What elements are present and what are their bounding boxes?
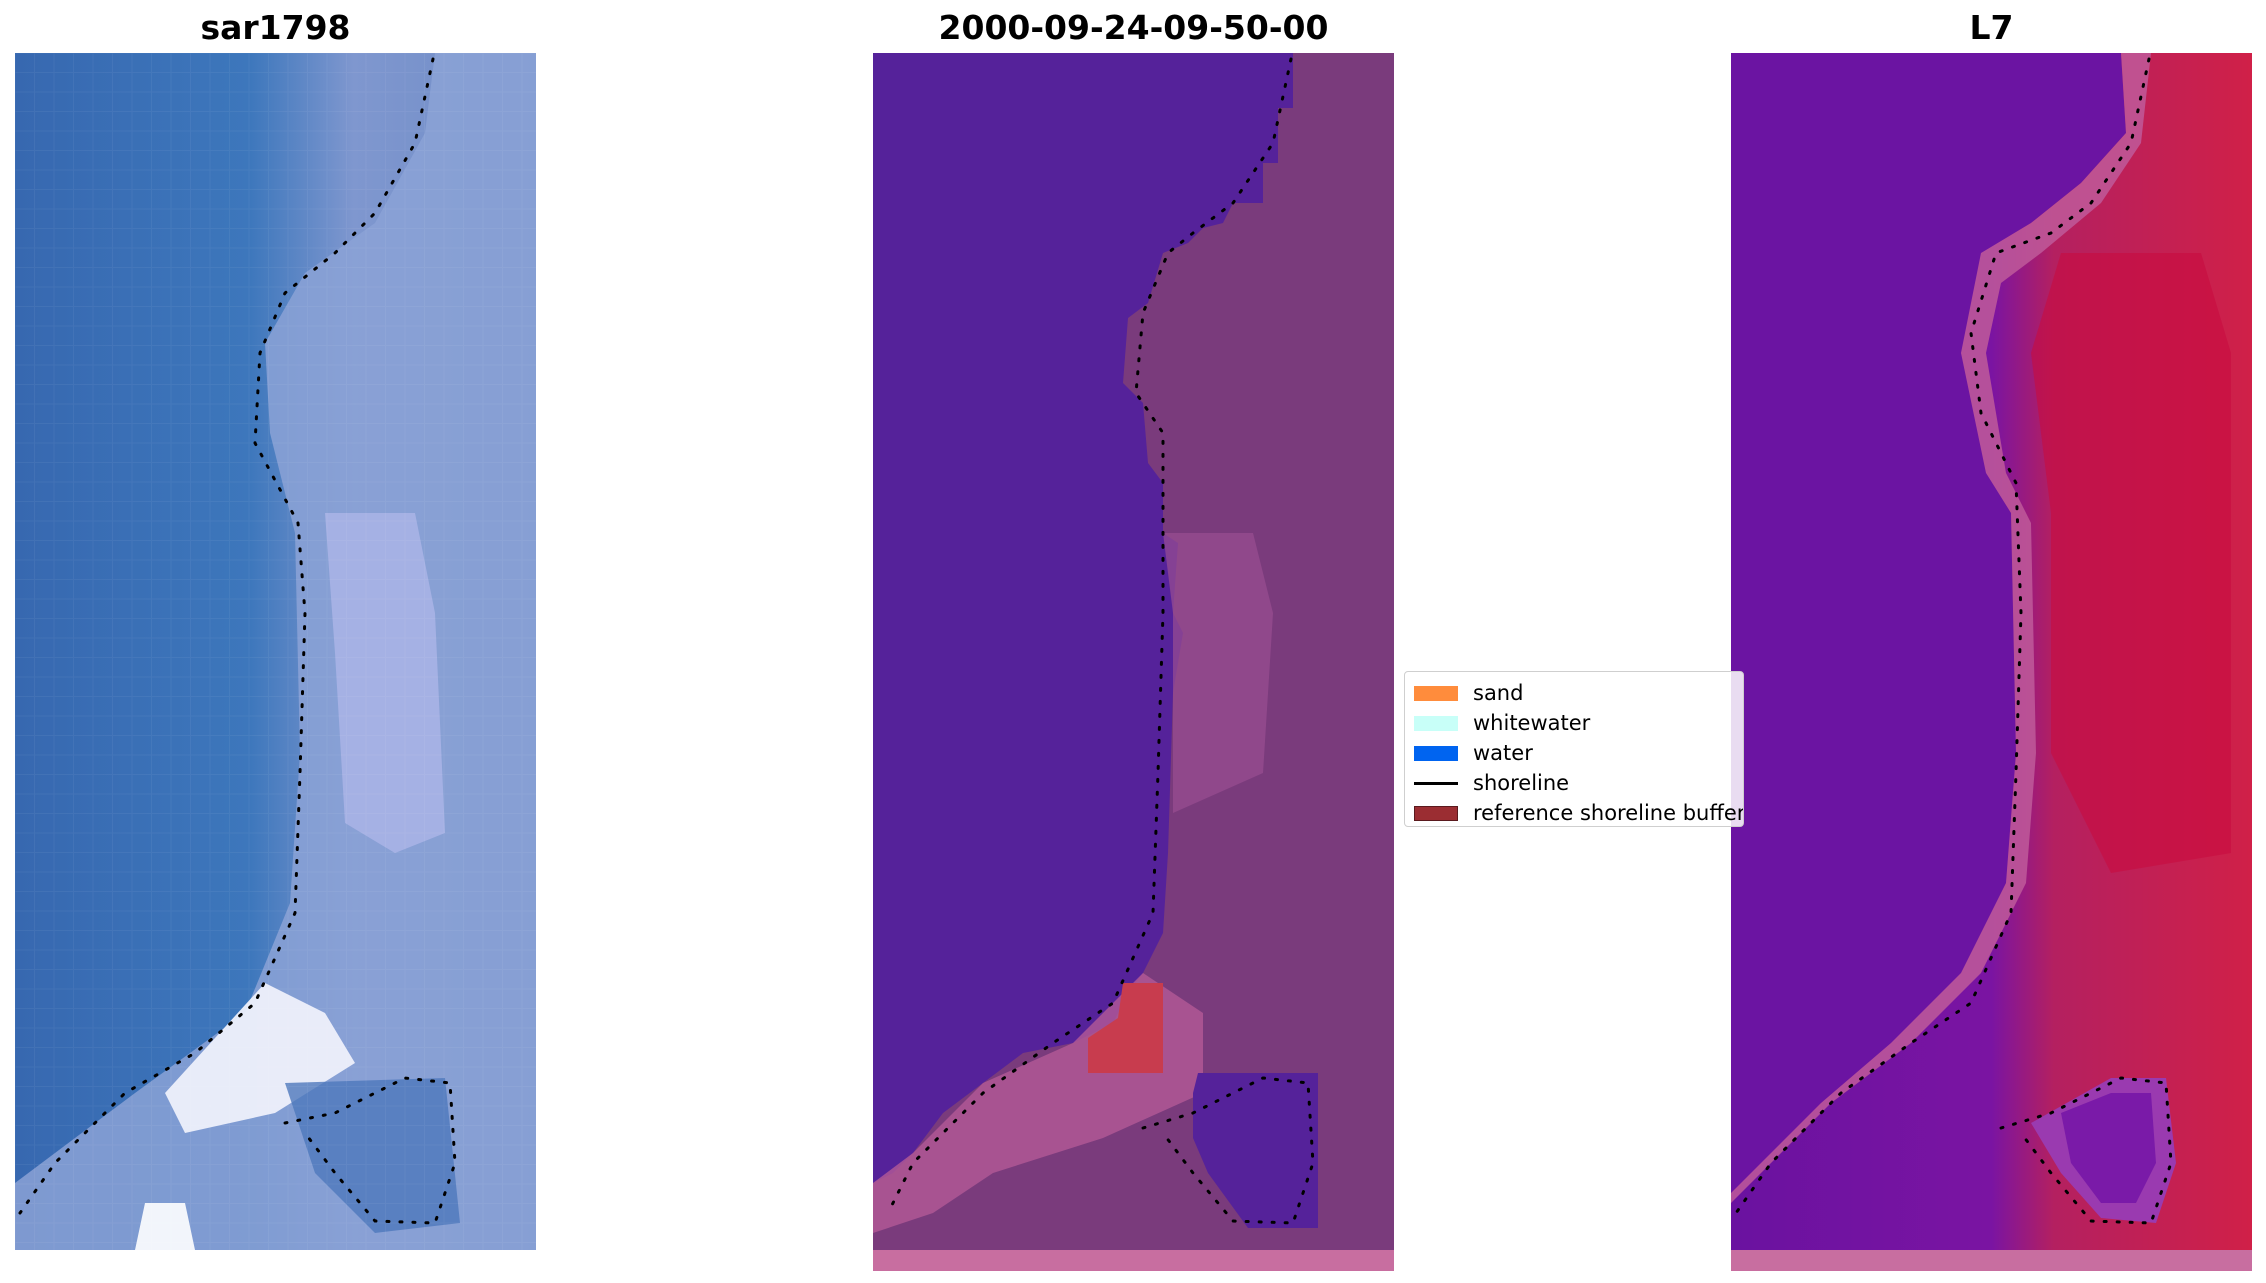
legend-item-reference-buffer: reference shoreline buffer [1405, 798, 1744, 826]
legend-label: shoreline [1473, 771, 1570, 795]
sand-swatch [1414, 686, 1458, 701]
index-image [1731, 53, 2252, 1271]
middle-panel-title: 2000-09-24-09-50-00 [938, 8, 1329, 47]
water-swatch [1414, 746, 1458, 761]
reference-buffer-swatch [1414, 806, 1458, 821]
legend: sand whitewater water shoreline referenc… [1404, 671, 1744, 827]
legend-label: sand [1473, 681, 1524, 705]
shoreline-dots [18, 57, 435, 1215]
legend-item-whitewater: whitewater [1405, 708, 1743, 738]
left-panel-title: sar1798 [200, 8, 351, 47]
shoreline-line-sample [1414, 782, 1458, 785]
index-image-panel [1731, 53, 2252, 1271]
whitewater-swatch [1414, 716, 1458, 731]
classified-image-panel [873, 53, 1394, 1271]
legend-item-sand: sand [1405, 678, 1743, 708]
legend-label: whitewater [1473, 711, 1591, 735]
legend-item-water: water [1405, 738, 1743, 768]
legend-label: reference shoreline buffer [1473, 801, 1744, 825]
rgb-image-panel [15, 53, 536, 1250]
rgb-image [15, 53, 536, 1250]
right-panel-title: L7 [1969, 8, 2014, 47]
legend-label: water [1473, 741, 1533, 765]
classified-image [873, 53, 1394, 1271]
legend-item-shoreline: shoreline [1405, 768, 1743, 798]
